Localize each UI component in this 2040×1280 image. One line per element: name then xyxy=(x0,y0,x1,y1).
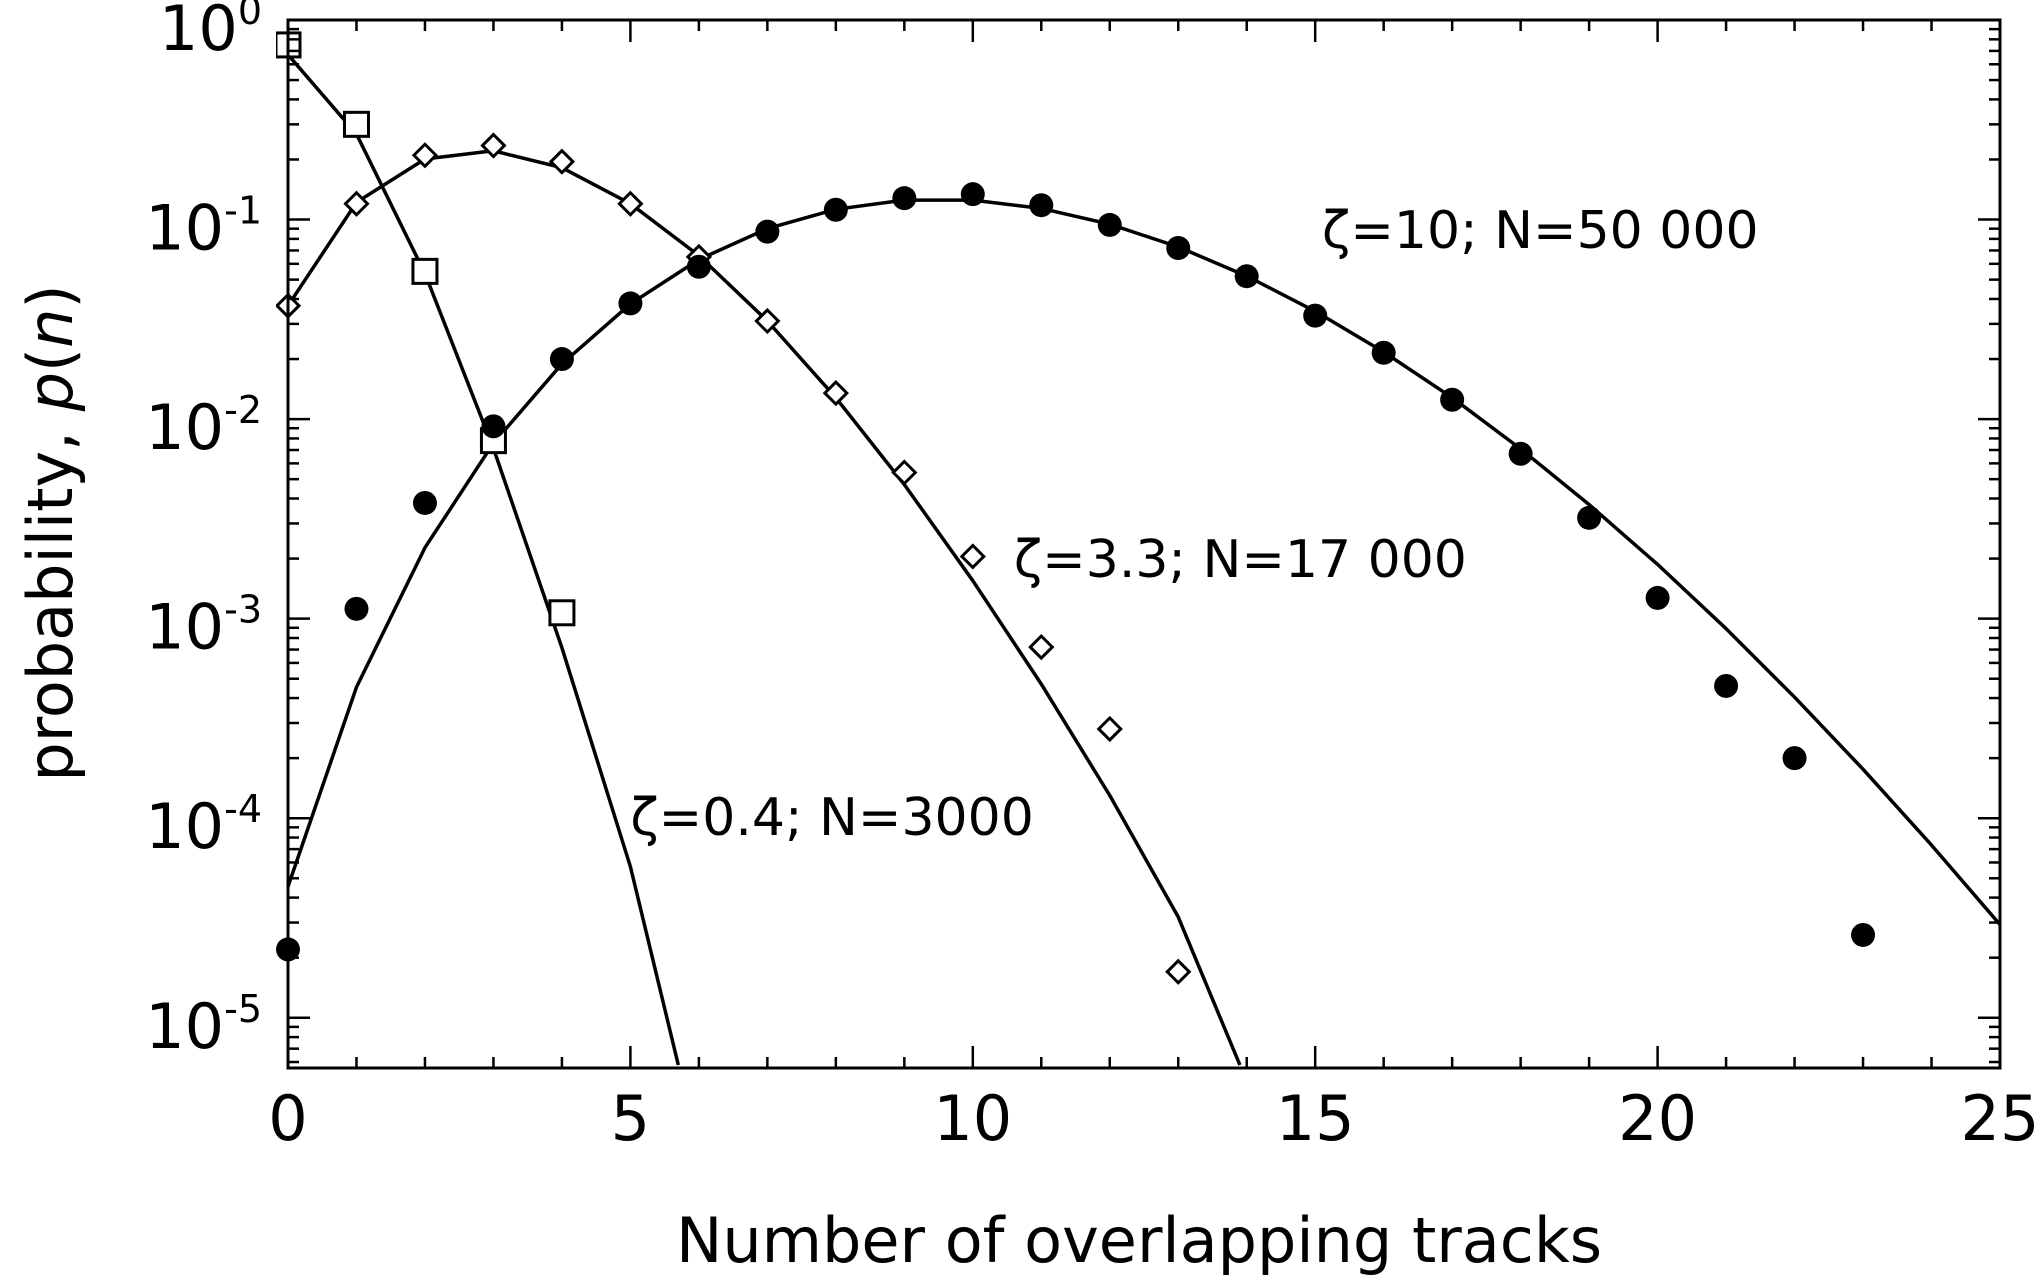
y-tick-labels: 100 10-1 10-2 10-3 10-4 10-5 xyxy=(145,0,262,1063)
x-tick-label: 25 xyxy=(1961,1082,2040,1155)
data-markers xyxy=(276,31,1876,985)
circle-marker xyxy=(1097,212,1122,237)
diamond-marker xyxy=(411,142,439,169)
diamond-marker xyxy=(343,190,370,217)
circle-marker xyxy=(1371,340,1396,365)
circle-marker xyxy=(1577,505,1602,530)
circle-marker xyxy=(755,219,780,244)
diamond-marker xyxy=(617,190,644,217)
x-tick-label: 0 xyxy=(268,1082,307,1155)
diamond-marker xyxy=(1165,958,1192,985)
diamond-marker xyxy=(754,307,781,335)
y-tick-label: 10-3 xyxy=(145,588,262,664)
circle-marker xyxy=(549,347,574,372)
square-marker xyxy=(342,110,370,138)
y-tick-label: 10-5 xyxy=(145,987,262,1063)
diamond-marker xyxy=(959,543,986,570)
diamond-marker xyxy=(480,132,507,159)
diamond-marker xyxy=(1096,715,1123,743)
diamond-marker xyxy=(891,459,918,486)
x-tick-label: 20 xyxy=(1618,1082,1697,1155)
annotation-zeta-3-3: ζ=3.3; N=17 000 xyxy=(1014,530,1467,590)
circle-marker xyxy=(1440,387,1465,412)
circle-marker xyxy=(1645,585,1670,610)
circle-marker xyxy=(412,490,437,515)
circle-marker xyxy=(1029,193,1054,218)
fit-curve-2 xyxy=(286,198,2002,926)
circle-marker xyxy=(344,596,369,621)
circle-marker xyxy=(823,197,848,222)
circle-marker xyxy=(481,414,506,439)
circle-marker xyxy=(1508,441,1533,466)
circle-marker xyxy=(1166,236,1191,261)
circle-marker xyxy=(1303,303,1328,328)
series-annotations: ζ=10; N=50 000 ζ=3.3; N=17 000 ζ=0.4; N=… xyxy=(630,201,1758,848)
y-tick-label: 10-1 xyxy=(145,189,262,265)
circle-marker xyxy=(892,186,917,211)
plot-border xyxy=(286,18,2002,1070)
circle-marker xyxy=(1851,922,1876,947)
x-tick-label: 5 xyxy=(611,1082,650,1155)
circle-marker xyxy=(686,254,711,279)
x-tick-label: 15 xyxy=(1276,1082,1355,1155)
annotation-zeta-10: ζ=10; N=50 000 xyxy=(1322,201,1759,261)
square-marker xyxy=(548,599,576,627)
diamond-marker xyxy=(548,148,576,175)
y-axis-title: probability, p(n) xyxy=(14,284,87,781)
y-tick-label: 100 xyxy=(159,0,262,65)
x-tick-labels: 0 5 10 15 20 25 xyxy=(268,1082,2039,1155)
square-marker xyxy=(411,257,439,285)
y-tick-label: 10-2 xyxy=(145,388,262,464)
annotation-zeta-0-4: ζ=0.4; N=3000 xyxy=(630,788,1033,848)
circle-marker xyxy=(1782,746,1807,771)
y-tick-label: 10-4 xyxy=(145,787,262,863)
circle-marker xyxy=(1714,673,1739,698)
x-axis-title: Number of overlapping tracks xyxy=(676,1204,1602,1277)
circle-marker xyxy=(618,291,643,316)
circle-marker xyxy=(1234,264,1259,289)
plot-frame xyxy=(286,18,2002,1070)
x-tick-label: 10 xyxy=(933,1082,1012,1155)
circle-marker xyxy=(960,182,985,207)
diamond-marker xyxy=(822,379,849,407)
diamond-marker xyxy=(1028,633,1055,661)
